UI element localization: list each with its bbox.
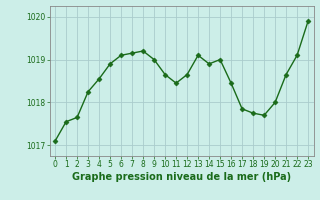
X-axis label: Graphe pression niveau de la mer (hPa): Graphe pression niveau de la mer (hPa) — [72, 172, 291, 182]
